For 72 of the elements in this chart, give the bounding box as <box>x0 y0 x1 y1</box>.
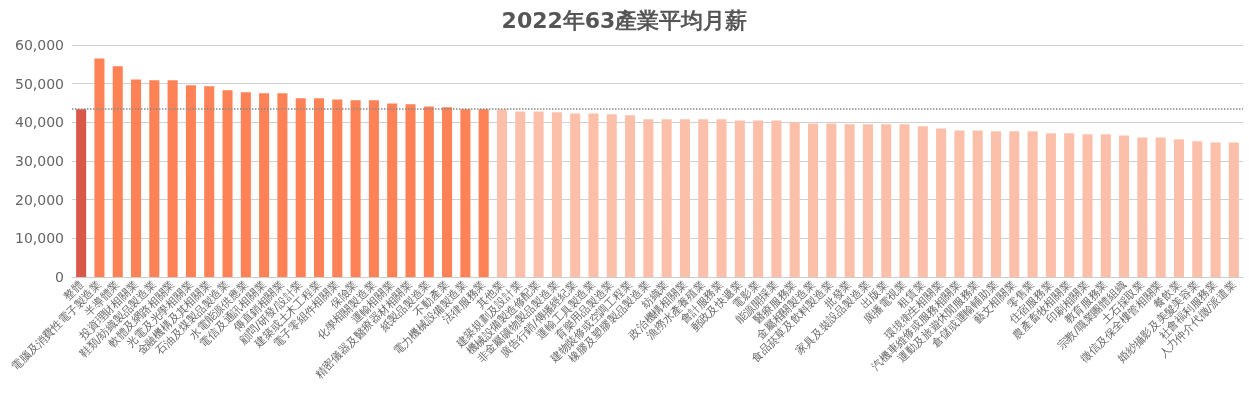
bar <box>734 120 745 277</box>
y-tick-label: 50,000 <box>15 75 64 92</box>
bar <box>1119 135 1130 277</box>
bar <box>1027 131 1038 277</box>
bar <box>1045 133 1056 277</box>
y-tick-label: 20,000 <box>15 191 64 208</box>
bar <box>259 93 270 277</box>
bar <box>771 120 782 277</box>
bar <box>185 85 196 277</box>
bar <box>881 124 892 277</box>
bar <box>94 58 105 277</box>
bar <box>368 100 379 277</box>
y-tick-label: 40,000 <box>15 114 64 131</box>
bar <box>1082 134 1093 277</box>
bar <box>131 79 142 277</box>
chart-title: 2022年63產業平均月薪 <box>501 7 748 33</box>
bar <box>112 66 123 277</box>
bar <box>625 115 636 277</box>
y-tick-label: 0 <box>55 269 64 285</box>
bar <box>478 109 489 277</box>
bar <box>1228 142 1239 277</box>
bar <box>405 104 416 277</box>
bar <box>1137 137 1148 277</box>
bar <box>1210 142 1221 277</box>
bar <box>1192 141 1203 277</box>
bar <box>990 131 1002 277</box>
bar <box>313 98 325 277</box>
bar <box>1100 134 1111 277</box>
bar <box>936 128 947 277</box>
bar <box>716 119 727 277</box>
y-tick-label: 30,000 <box>15 153 64 169</box>
bar <box>204 86 215 277</box>
bar <box>789 122 800 277</box>
bar <box>295 98 306 277</box>
bar <box>588 113 599 277</box>
y-tick-label: 60,000 <box>15 37 64 53</box>
bar <box>1064 133 1075 277</box>
bar <box>753 120 764 277</box>
bar <box>844 124 855 277</box>
bar <box>76 109 87 277</box>
bar <box>862 124 873 277</box>
bar <box>332 99 343 277</box>
bar <box>460 109 471 277</box>
bar <box>679 119 690 277</box>
bar <box>1009 131 1020 277</box>
bar <box>570 113 581 277</box>
bar <box>240 92 251 277</box>
bar <box>496 109 508 277</box>
bar <box>972 130 983 277</box>
bar <box>1173 139 1184 277</box>
bar <box>387 103 398 277</box>
bar <box>442 107 453 277</box>
bar <box>643 119 654 277</box>
bar <box>551 112 562 277</box>
bar <box>350 100 361 277</box>
bar <box>954 130 965 277</box>
bar <box>698 119 709 277</box>
bar <box>661 119 672 277</box>
bar <box>899 124 910 277</box>
bar <box>149 80 160 277</box>
bar <box>826 123 837 277</box>
bar <box>222 90 233 277</box>
bar <box>807 123 819 277</box>
bar <box>606 114 617 277</box>
bar <box>533 111 544 277</box>
bar <box>515 111 526 277</box>
bar <box>277 93 288 277</box>
bar <box>423 106 434 277</box>
bar <box>167 80 178 277</box>
bar <box>917 126 928 277</box>
bar <box>1155 137 1166 277</box>
y-tick-label: 10,000 <box>15 230 64 247</box>
